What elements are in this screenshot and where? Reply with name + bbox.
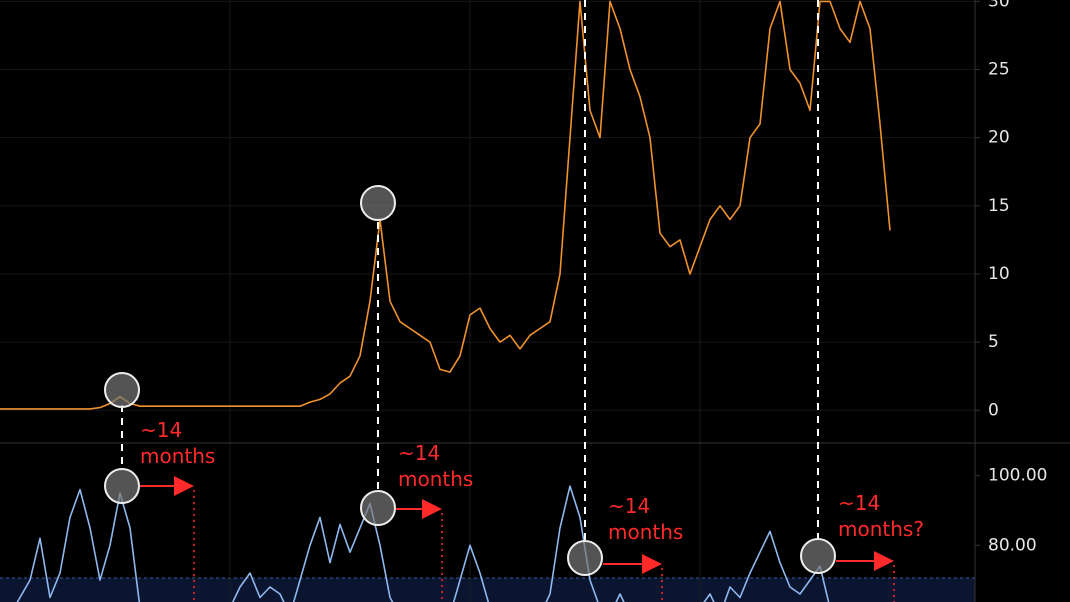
annotation: ~14 (140, 418, 182, 442)
annotation: ~14 (838, 491, 880, 515)
y-tick-label: 5 (988, 332, 999, 352)
y-tick-label: 100.00 (988, 466, 1047, 486)
annotation: months? (838, 517, 924, 541)
annotation: ~14 (608, 494, 650, 518)
y-tick-label: 25 (988, 60, 1010, 80)
series-line (16, 485, 830, 602)
y-tick-label: 10 (988, 264, 1010, 284)
series-line (0, 0, 891, 410)
dashed-links (121, 0, 819, 542)
y-tick-label: 15 (988, 196, 1010, 216)
y-tick-label: 20 (988, 128, 1010, 148)
vgrid (229, 0, 701, 602)
y-tick-label: 80.00 (988, 535, 1037, 555)
circles (104, 185, 836, 576)
plot: 0 5 10 15 20 25 30 100.00 80.00 (0, 0, 1047, 602)
annotation: ~14 (398, 441, 440, 465)
dotted-targets (193, 490, 895, 602)
y-tick-label: 30 (988, 0, 1010, 11)
annotation: months (608, 520, 683, 544)
annotation: months (398, 467, 473, 491)
y-tick-label: 0 (988, 400, 999, 420)
annotation: months (140, 444, 215, 468)
arrows (140, 476, 894, 574)
